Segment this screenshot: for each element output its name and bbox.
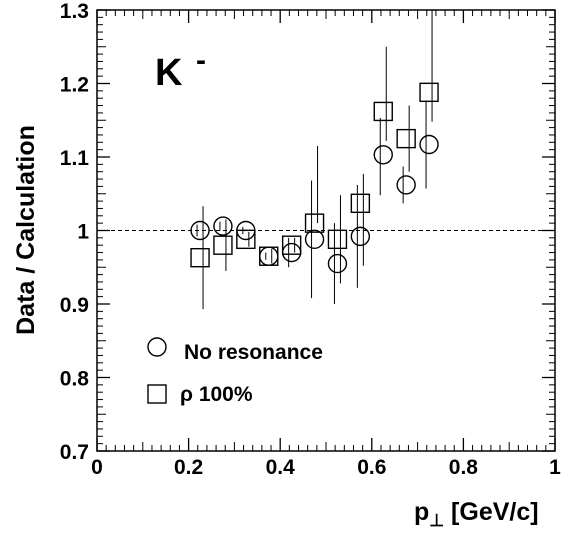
particle-charge: - xyxy=(196,44,206,77)
x-axis-space xyxy=(444,498,451,526)
error-bars xyxy=(196,10,433,310)
y-tick-label: 1 xyxy=(77,221,89,244)
square-data-point xyxy=(281,235,302,255)
square-data-point xyxy=(213,235,233,255)
circle-data-point xyxy=(259,246,279,266)
square-data-point xyxy=(190,247,210,268)
x-ticks: 0 0.2 0.4 0.6 0.8 1 xyxy=(91,10,561,479)
square-data-point xyxy=(236,229,256,250)
square-data-point xyxy=(419,82,439,103)
circle-data-point xyxy=(373,145,393,165)
square-data-point xyxy=(350,193,371,214)
y-tick-label: 1.2 xyxy=(60,74,89,97)
x-tick-label: 0.8 xyxy=(449,456,479,479)
square-data-point xyxy=(259,246,279,266)
x-tick-label: 0.4 xyxy=(266,456,296,479)
x-tick-label: 0 xyxy=(91,456,103,479)
x-axis-title: p⊥ [GeV/c] xyxy=(414,498,539,530)
circle-data-point xyxy=(304,229,325,250)
y-tick-label: 0.8 xyxy=(60,368,90,391)
x-tick-label: 1 xyxy=(549,456,561,479)
y-tick-label: 1.3 xyxy=(60,0,89,23)
y-tick-label: 0.9 xyxy=(60,294,89,317)
circle-data-point xyxy=(327,253,348,274)
square-data-point xyxy=(396,128,416,149)
legend-label-no-resonance: No resonance xyxy=(184,341,323,364)
legend-circle-marker xyxy=(147,337,167,357)
legend-square-marker xyxy=(147,384,167,404)
y-ticks: 0.7 0.8 0.9 1 1.1 1.2 1.3 xyxy=(60,0,555,464)
circle-data-point xyxy=(350,226,371,247)
x-axis-unit: [GeV/c] xyxy=(451,498,539,526)
circle-data-point xyxy=(190,220,210,241)
x-axis-subscript: ⊥ xyxy=(429,511,444,530)
y-tick-label: 0.7 xyxy=(60,441,89,464)
x-axis-symbol: p xyxy=(414,498,429,526)
x-tick-label: 0.6 xyxy=(357,456,386,479)
y-tick-label: 1.1 xyxy=(60,147,90,170)
particle-label: K xyxy=(155,52,183,94)
square-data-point xyxy=(373,101,393,122)
square-data-point xyxy=(304,213,325,233)
circle-data-point xyxy=(281,242,302,263)
legend-label-rho: ρ 100% xyxy=(180,383,253,406)
y-axis-title: Data / Calculation xyxy=(12,125,40,335)
circle-data-point xyxy=(419,134,439,155)
square-data-point xyxy=(327,229,348,250)
markers xyxy=(190,82,439,274)
x-tick-label: 0.2 xyxy=(174,456,203,479)
circle-data-point xyxy=(213,216,233,236)
circle-data-point xyxy=(396,175,416,195)
